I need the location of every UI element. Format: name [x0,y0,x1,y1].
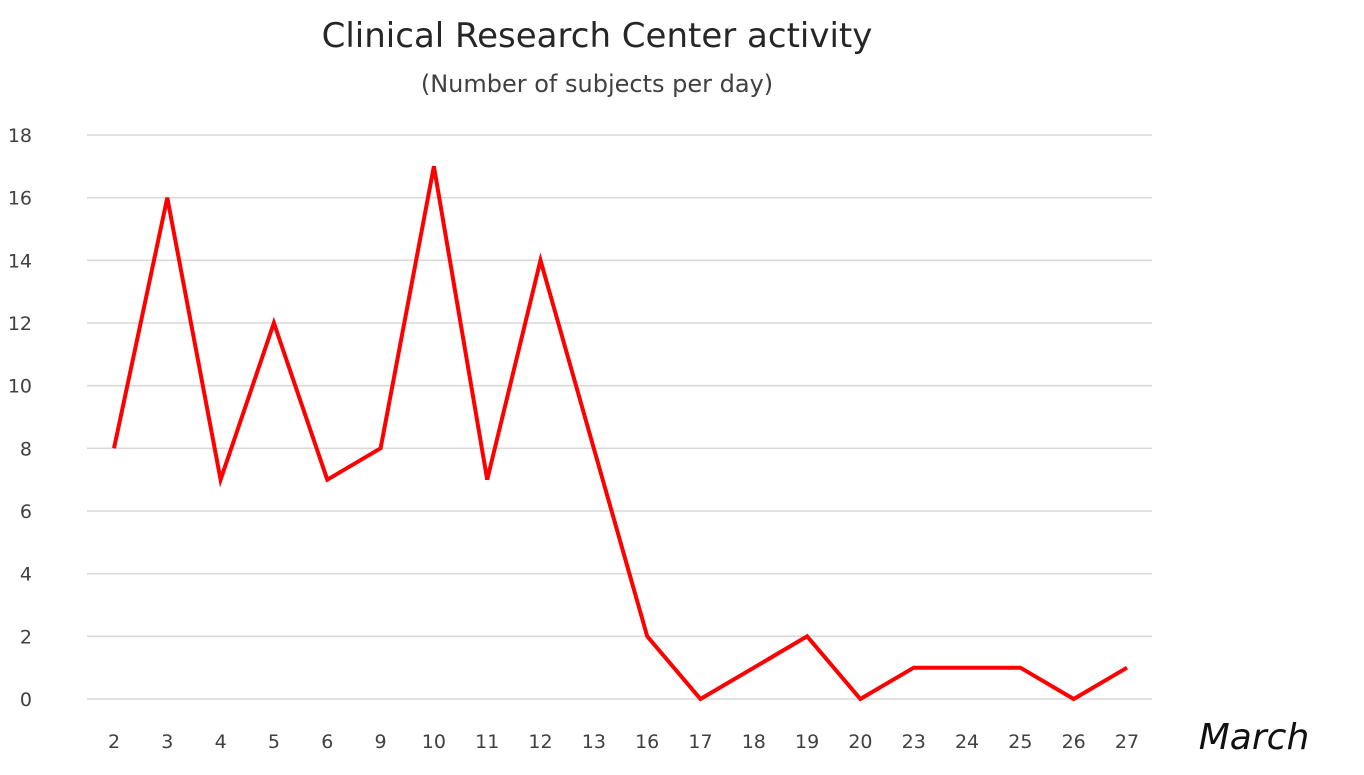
x-tick-label: 26 [1062,731,1086,753]
y-tick-label: 4 [20,564,32,586]
y-tick-label: 0 [20,689,32,711]
x-tick-label: 20 [848,731,872,753]
x-tick-label: 13 [582,731,606,753]
x-tick-label: 12 [528,731,552,753]
x-tick-label: 4 [215,731,227,753]
x-tick-label: 16 [635,731,659,753]
y-tick-label: 2 [20,626,32,648]
x-tick-label: 9 [375,731,387,753]
x-axis-title: March [1199,717,1310,758]
series-line-0 [112,165,1129,702]
chart-title: Clinical Research Center activity [322,16,873,56]
x-tick-label: 5 [268,731,280,753]
x-tick-label: 17 [688,731,712,753]
x-tick-label: 11 [475,731,499,753]
y-tick-label: 18 [8,125,32,147]
y-tick-label: 16 [8,188,32,210]
x-tick-label: 27 [1115,731,1139,753]
chart-subtitle: (Number of subjects per day) [421,70,773,98]
y-tick-label: 6 [20,501,32,523]
x-axis-tick-labels: 2 3 4 5 6 9 10 11 12 13 16 17 18 19 20 23 24 25 26 27 [108,731,1139,753]
y-tick-label: 8 [20,438,32,460]
x-tick-label: 2 [108,731,120,753]
x-tick-label: 19 [795,731,819,753]
x-tick-label: 23 [902,731,926,753]
x-tick-label: 6 [321,731,333,753]
x-tick-label: 25 [1008,731,1032,753]
x-tick-label: 24 [955,731,979,753]
y-tick-label: 10 [8,376,32,398]
y-axis-tick-labels: 0 2 4 6 8 10 12 14 16 18 [8,125,32,711]
gridlines [87,134,1152,700]
y-tick-label: 14 [8,250,32,272]
x-tick-label: 10 [422,731,446,753]
series-lines [112,165,1129,702]
y-tick-label: 12 [8,313,32,335]
x-tick-label: 18 [742,731,766,753]
x-tick-label: 3 [161,731,173,753]
